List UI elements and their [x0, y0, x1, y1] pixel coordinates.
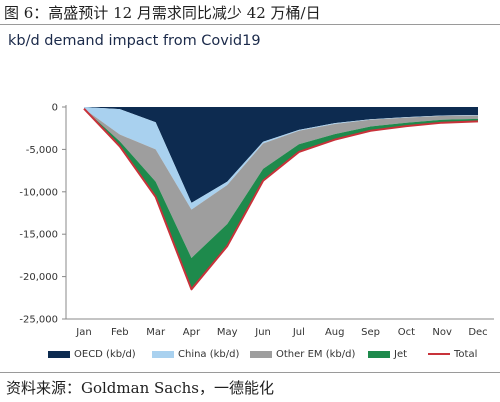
area-oecd-kb-d — [84, 107, 478, 203]
x-tick-label: Apr — [183, 327, 201, 338]
x-tick-label: Dec — [468, 327, 487, 338]
legend-item: Jet — [368, 344, 407, 364]
legend-item: China (kb/d) — [152, 344, 239, 364]
x-tick-label: Mar — [146, 327, 166, 338]
legend-swatch — [368, 350, 390, 358]
source-note: 资料来源：Goldman Sachs，一德能化 — [6, 379, 274, 397]
area-china-kb-d — [84, 107, 478, 210]
legend-item: Other EM (kb/d) — [250, 344, 355, 364]
legend-swatch — [250, 350, 272, 358]
legend: OECD (kb/d) China (kb/d) Other EM (kb/d) Je… — [0, 344, 500, 364]
y-tick-label: -15,000 — [19, 230, 58, 241]
legend-label: Total — [454, 348, 478, 360]
line-layers — [83, 108, 479, 291]
x-tick-label: Jan — [75, 327, 91, 338]
x-tick-label: Jun — [254, 327, 271, 338]
legend-item: OECD (kb/d) — [48, 344, 136, 364]
top-rule — [0, 24, 500, 25]
y-tick-label: -20,000 — [19, 272, 58, 283]
y-tick-label: -5,000 — [26, 145, 58, 156]
y-tick-label: -10,000 — [19, 187, 58, 198]
x-tick-label: Jul — [292, 327, 305, 338]
legend-label: OECD (kb/d) — [74, 348, 136, 360]
legend-label: China (kb/d) — [178, 348, 240, 360]
y-tick-label: -25,000 — [19, 315, 58, 326]
x-tick-label: May — [217, 327, 238, 338]
line-total — [83, 108, 479, 291]
axes: 0 -5,000 -10,000 -15,000 -20,000 -25,000 Jan Fe… — [19, 103, 494, 338]
x-tick-label: Sep — [361, 327, 380, 338]
x-tick-label: Aug — [325, 327, 345, 338]
chart-title: kb/d demand impact from Covid19 — [8, 33, 261, 49]
figure-title: 图 6：高盛预计 12 月需求同比减少 42 万桶/日 — [4, 4, 321, 22]
y-tick-label: 0 — [52, 103, 58, 114]
area-layers — [84, 107, 478, 290]
legend-swatch — [48, 350, 70, 358]
x-tick-label: Oct — [398, 327, 415, 338]
area-other-em-kb-d — [84, 108, 478, 258]
legend-swatch — [152, 350, 174, 358]
x-tick-label: Nov — [432, 327, 452, 338]
legend-swatch — [428, 353, 450, 355]
legend-label: Other EM (kb/d) — [276, 348, 356, 360]
x-tick-label: Feb — [111, 327, 129, 338]
legend-label: Jet — [394, 348, 408, 360]
bottom-rule — [0, 372, 500, 373]
area-jet — [84, 108, 478, 290]
legend-item: Total — [428, 344, 477, 364]
